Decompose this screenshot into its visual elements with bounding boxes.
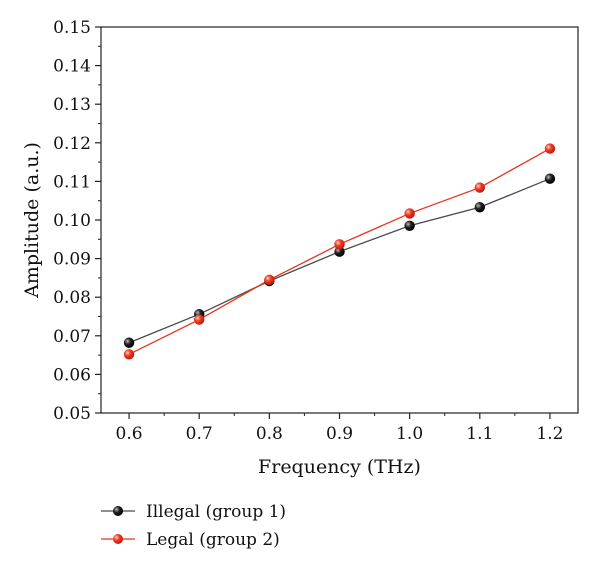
y-tick-label: 0.08 <box>53 288 91 308</box>
data-point-legal <box>334 239 345 250</box>
data-point-illegal <box>123 337 135 348</box>
y-tick-label: 0.05 <box>53 404 91 424</box>
legend-marker-legal <box>113 534 123 544</box>
y-tick-label: 0.13 <box>53 95 91 115</box>
series-layer <box>123 143 556 360</box>
x-tick-label: 1.0 <box>396 424 423 444</box>
x-tick-label: 0.9 <box>326 424 353 444</box>
x-tick-label: 1.1 <box>466 424 493 444</box>
x-axis-title: Frequency (THz) <box>258 456 421 478</box>
plot-frame <box>100 26 579 414</box>
y-tick-label: 0.12 <box>53 134 91 154</box>
y-tick-label: 0.11 <box>53 172 91 192</box>
x-tick-label: 0.6 <box>116 424 143 444</box>
data-point-illegal <box>404 220 415 231</box>
y-tick-label: 0.07 <box>53 327 91 347</box>
x-tick-label: 0.7 <box>186 424 213 444</box>
y-tick-label: 0.10 <box>53 211 91 231</box>
legend-item-illegal: Illegal (group 1) <box>101 502 286 522</box>
x-tick-label: 0.8 <box>256 424 283 444</box>
y-axis-ticks: 0.05 0.06 0.07 0.08 0.09 0.10 0.11 0.12 0.13 0.14… <box>53 18 101 424</box>
data-point-legal <box>544 143 556 154</box>
data-point-legal <box>194 314 205 325</box>
data-point-legal <box>264 274 275 286</box>
y-tick-label: 0.14 <box>53 57 91 77</box>
data-point-legal <box>123 349 135 360</box>
legend-item-legal: Legal (group 2) <box>101 530 280 550</box>
x-tick-label: 1.2 <box>536 424 563 444</box>
legend-marker-illegal <box>113 506 123 516</box>
data-point-legal <box>474 182 485 193</box>
x-axis-ticks: 0.6 0.7 0.8 0.9 1.0 1.1 1.2 <box>116 413 563 444</box>
series-line-illegal <box>128 178 551 344</box>
y-axis-title: Amplitude (a.u.) <box>21 142 43 299</box>
legend-label-illegal: Illegal (group 1) <box>146 502 286 522</box>
legend-label-legal: Legal (group 2) <box>146 530 280 550</box>
legend: Illegal (group 1) Legal (group 2) <box>101 502 286 550</box>
data-point-legal <box>404 208 415 219</box>
y-tick-label: 0.06 <box>53 365 91 385</box>
data-point-illegal <box>334 246 345 257</box>
data-point-illegal <box>474 202 485 213</box>
y-tick-label: 0.09 <box>53 250 91 270</box>
data-point-illegal <box>544 173 556 184</box>
y-tick-label: 0.15 <box>53 18 91 38</box>
